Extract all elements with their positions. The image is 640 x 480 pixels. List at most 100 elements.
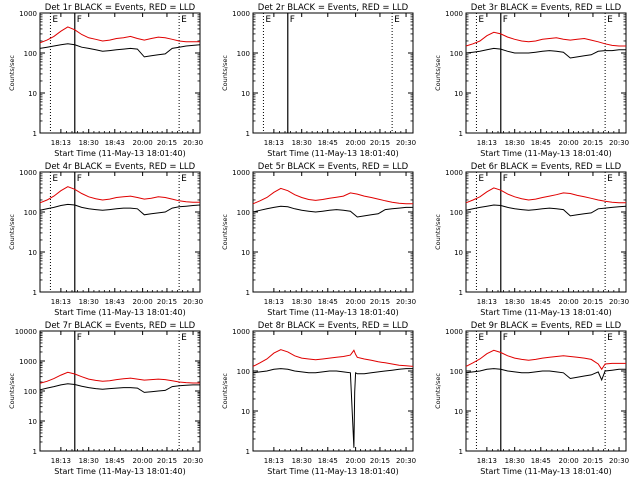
event-marker-label: E (181, 174, 187, 184)
y-tick-label: 10 (28, 90, 37, 98)
x-tick-label: 20:15 (583, 139, 603, 147)
event-marker-label: E (181, 333, 187, 343)
x-tick-label: 20:15 (370, 298, 390, 306)
plot-frame (252, 330, 414, 452)
x-tick-label: 18:30 (79, 139, 99, 147)
y-tick-label: 10 (28, 418, 37, 426)
event-marker-label: E (478, 174, 484, 184)
x-tick-label: 20:15 (370, 457, 390, 465)
x-tick-label: 20:00 (559, 139, 579, 147)
y-tick-label: 100 (237, 209, 250, 217)
y-tick-label: 1000 (19, 10, 37, 18)
x-tick-label: 20:15 (157, 457, 177, 465)
x-tick-label: 18:45 (318, 457, 338, 465)
x-axis-label: Start Time (11-May-13 18:01:40) (54, 308, 185, 317)
chart-title: Det 5r BLACK = Events, RED = LLD (258, 162, 409, 172)
x-tick-label: 18:45 (105, 457, 125, 465)
x-tick-label: 20:00 (559, 457, 579, 465)
y-axis-label: Counts/sec (8, 214, 16, 250)
series-line-lld (252, 187, 413, 205)
series-line-events (252, 205, 413, 218)
y-tick-label: 1000 (445, 328, 463, 336)
y-tick-label: 10 (454, 408, 463, 416)
plot-frame (465, 12, 627, 134)
chart-title: Det 1r BLACK = Events, RED = LLD (45, 3, 196, 13)
event-marker-label: F (77, 333, 82, 343)
x-tick-label: 20:30 (396, 139, 416, 147)
event-marker-label: F (77, 15, 82, 25)
x-tick-label: 18:13 (51, 139, 71, 147)
x-tick-label: 20:00 (346, 298, 366, 306)
y-tick-label: 1000 (232, 10, 250, 18)
plot-frame (252, 12, 414, 134)
series-line-events (39, 43, 201, 58)
x-axis-label: Start Time (11-May-13 18:01:40) (54, 149, 185, 158)
y-tick-label: 1 (246, 289, 250, 297)
event-marker-label: F (290, 15, 295, 25)
y-tick-label: 1 (33, 130, 37, 138)
x-tick-label: 18:30 (79, 298, 99, 306)
y-tick-label: 10 (28, 249, 37, 257)
y-tick-label: 10 (241, 90, 250, 98)
y-axis-label: Counts/sec (221, 55, 229, 91)
y-tick-label: 100 (24, 388, 37, 396)
y-tick-label: 100 (24, 209, 37, 217)
series-line-events (252, 368, 413, 448)
chart-title: Det 2r BLACK = Events, RED = LLD (258, 3, 409, 13)
event-marker-label: F (503, 15, 508, 25)
y-tick-label: 100 (450, 368, 463, 376)
chart-title: Det 4r BLACK = Events, RED = LLD (45, 162, 196, 172)
event-marker-label: E (394, 15, 400, 25)
x-tick-label: 18:30 (292, 139, 312, 147)
x-tick-label: 20:15 (370, 139, 390, 147)
x-tick-label: 18:45 (318, 298, 338, 306)
x-tick-label: 18:30 (505, 298, 525, 306)
event-marker-label: E (265, 15, 271, 25)
plot-frame (39, 330, 201, 452)
x-axis-label: Start Time (11-May-13 18:01:40) (480, 467, 611, 476)
event-marker-label: E (181, 15, 187, 25)
x-tick-label: 18:13 (477, 298, 497, 306)
x-tick-label: 20:00 (133, 298, 153, 306)
x-tick-label: 18:13 (477, 457, 497, 465)
chart-title: Det 3r BLACK = Events, RED = LLD (471, 3, 622, 13)
y-axis-label: Counts/sec (434, 373, 442, 409)
x-tick-label: 20:30 (396, 457, 416, 465)
y-axis-label: Counts/sec (8, 373, 16, 409)
event-marker-label: E (607, 174, 613, 184)
y-tick-label: 1000 (19, 169, 37, 177)
x-tick-label: 20:15 (157, 139, 177, 147)
x-axis-label: Start Time (11-May-13 18:01:40) (480, 308, 611, 317)
x-tick-label: 20:30 (609, 139, 629, 147)
x-tick-label: 20:30 (609, 457, 629, 465)
y-tick-label: 1 (459, 130, 463, 138)
y-axis-label: Counts/sec (434, 214, 442, 250)
series-line-events (465, 47, 626, 59)
x-axis-label: Start Time (11-May-13 18:01:40) (480, 149, 611, 158)
y-tick-label: 1000 (445, 169, 463, 177)
x-tick-label: 20:15 (583, 457, 603, 465)
y-tick-label: 1000 (445, 10, 463, 18)
y-tick-label: 100 (237, 50, 250, 58)
x-tick-label: 18:30 (79, 457, 99, 465)
y-tick-label: 1 (459, 289, 463, 297)
x-tick-label: 18:30 (292, 298, 312, 306)
y-axis-label: Counts/sec (8, 55, 16, 91)
y-tick-label: 100 (24, 50, 37, 58)
y-tick-label: 10 (241, 408, 250, 416)
x-tick-label: 20:15 (583, 298, 603, 306)
x-tick-label: 18:43 (105, 139, 125, 147)
plot-frame (39, 12, 201, 134)
series-line-events (465, 368, 626, 382)
x-tick-label: 20:00 (346, 457, 366, 465)
event-marker-label: E (478, 333, 484, 343)
y-tick-label: 100 (450, 50, 463, 58)
event-marker-label: F (503, 174, 508, 184)
series-line-lld (465, 187, 626, 204)
x-tick-label: 18:13 (264, 457, 284, 465)
chart-title: Det 6r BLACK = Events, RED = LLD (471, 162, 622, 172)
y-axis-label: Counts/sec (221, 373, 229, 409)
plot-frame (465, 330, 627, 452)
event-marker-label: E (607, 15, 613, 25)
x-axis-label: Start Time (11-May-13 18:01:40) (267, 149, 398, 158)
